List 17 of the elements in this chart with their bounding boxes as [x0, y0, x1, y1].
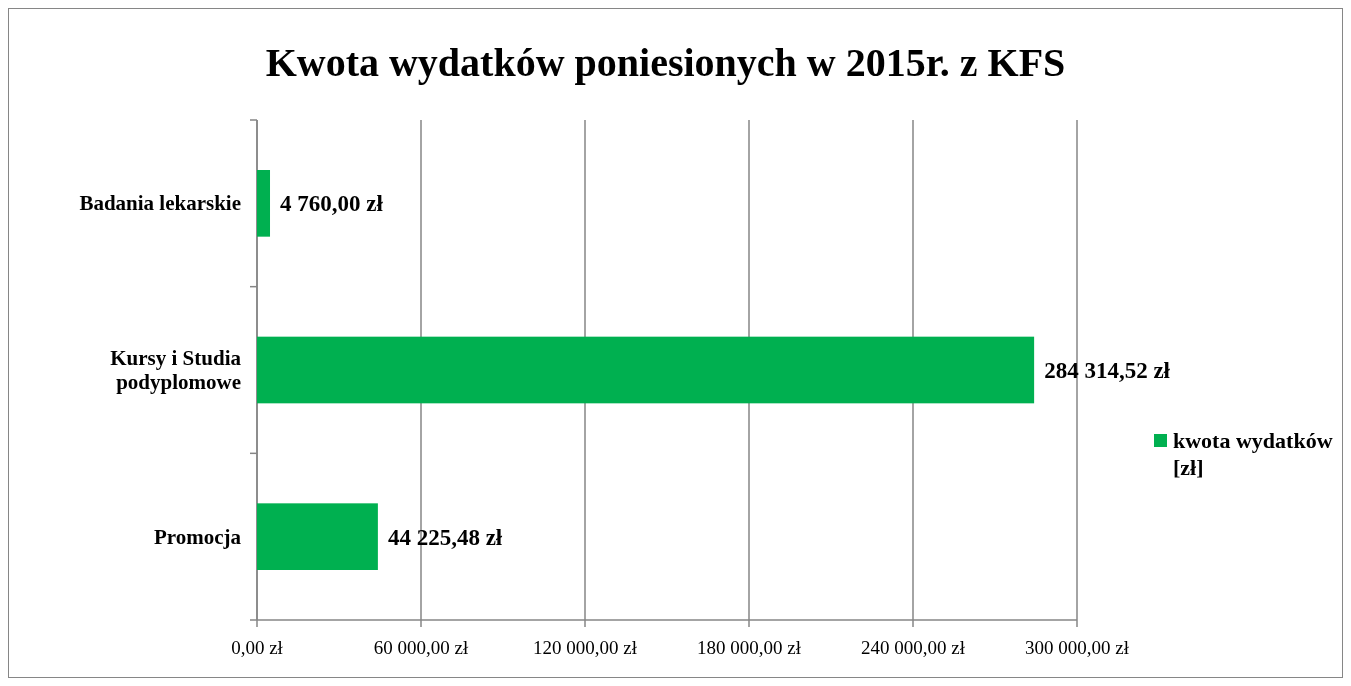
- chart-title: Kwota wydatków poniesionych w 2015r. z KFS: [265, 40, 1066, 85]
- y-tick-label: Kursy i Studia podyplomowe: [110, 346, 242, 394]
- bar: [257, 503, 378, 570]
- x-tick-label: 180 000,00 zł: [697, 637, 802, 658]
- legend-label: kwota wydatków [zł]: [1173, 428, 1333, 480]
- y-tick-label: Badania lekarskie: [79, 191, 241, 216]
- x-tick-label: 240 000,00 zł: [861, 637, 966, 658]
- data-label: 44 225,48 zł: [387, 524, 503, 550]
- x-tick-label: 0,00 zł: [231, 637, 284, 658]
- x-tick-label: 300 000,00 zł: [1025, 637, 1130, 658]
- y-tick-label: Promocja: [153, 524, 242, 549]
- data-label: 4 760,00 zł: [280, 191, 384, 217]
- x-tick-label: 60 000,00 zł: [373, 637, 469, 658]
- bar: [257, 170, 271, 237]
- x-tick-label: 120 000,00 zł: [533, 637, 638, 658]
- data-label: 284 314,52 zł: [1044, 358, 1171, 383]
- bar: [257, 336, 1035, 404]
